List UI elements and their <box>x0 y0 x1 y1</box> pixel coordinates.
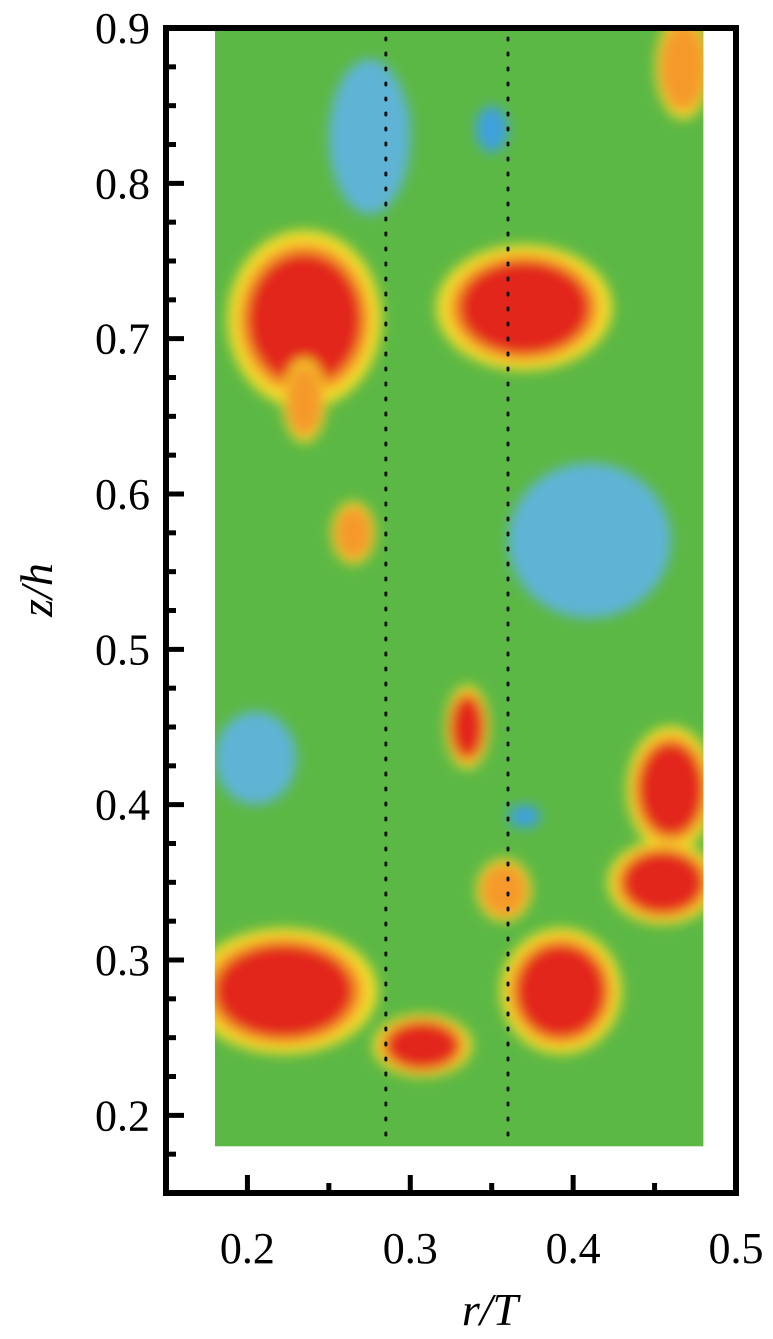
heatmap-region <box>508 804 541 828</box>
y-tick-label: 0.3 <box>95 936 150 985</box>
x-tick-label: 0.2 <box>220 1224 275 1273</box>
heatmap-region <box>214 711 297 805</box>
heatmap-region <box>328 59 411 215</box>
reference-lines <box>384 36 510 1148</box>
heatmap-field <box>214 28 704 1147</box>
heatmap-region <box>662 28 704 106</box>
y-tick-label: 0.4 <box>95 781 150 830</box>
x-axis-label: r/T <box>462 1284 522 1335</box>
heatmap-region <box>214 944 354 1038</box>
y-tick-label: 0.5 <box>95 625 150 674</box>
y-axis-ticks: 0.2 0.3 0.4 0.5 0.6 0.7 0.8 0.9 <box>95 4 184 1196</box>
y-axis-label: z/h <box>11 563 62 618</box>
heatmap-region <box>475 105 509 153</box>
heatmap-region <box>508 462 671 619</box>
y-tick-label: 0.8 <box>95 159 150 208</box>
heatmap-regions <box>214 28 704 1077</box>
heatmap-region <box>622 851 704 914</box>
heatmap-region <box>385 1022 460 1069</box>
y-tick-label: 0.7 <box>95 315 150 364</box>
heatmap-region <box>459 261 590 355</box>
x-tick-label: 0.5 <box>709 1224 764 1273</box>
heatmap-region <box>247 253 362 386</box>
x-tick-label: 0.3 <box>383 1224 438 1273</box>
heatmap-region <box>516 944 606 1038</box>
y-tick-label: 0.9 <box>95 4 150 53</box>
heatmap-region <box>451 695 484 759</box>
heatmap-region <box>337 509 370 557</box>
heatmap-region <box>483 866 525 914</box>
y-tick-label: 0.2 <box>95 1091 150 1140</box>
y-tick-label: 0.6 <box>95 470 150 519</box>
heatmap-region <box>288 369 321 432</box>
heatmap-region <box>638 742 704 836</box>
x-tick-label: 0.4 <box>546 1224 601 1273</box>
x-axis-ticks: 0.2 0.3 0.4 0.5 <box>163 1175 764 1273</box>
